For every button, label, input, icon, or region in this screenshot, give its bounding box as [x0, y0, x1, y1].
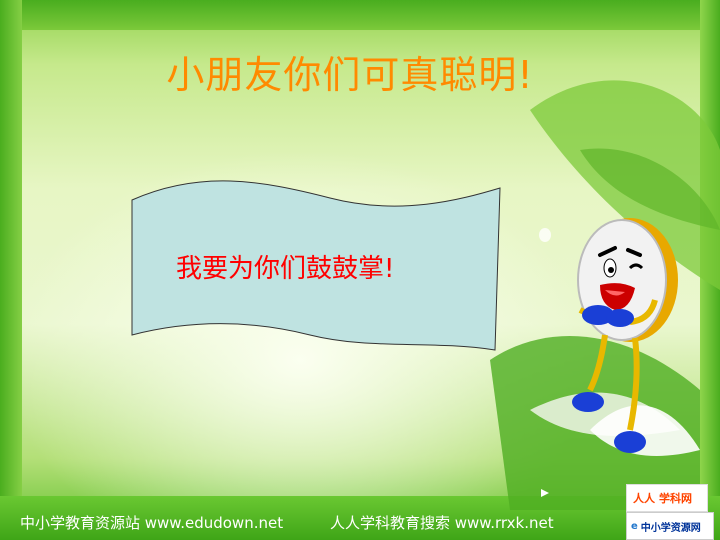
footer-left-text: 中小学教育资源站 www.edudown.net — [20, 514, 284, 532]
play-arrow-icon[interactable] — [541, 489, 549, 497]
globe-icon: e — [631, 520, 638, 532]
footer-right-text: 人人学科教育搜索 www.rrxk.net — [330, 514, 554, 532]
logo2-label: 中小学资源网 — [640, 522, 701, 534]
page-title: 小朋友你们可真聪明! — [166, 53, 534, 97]
people-icon: 人人 — [633, 492, 655, 505]
frame-left — [0, 0, 22, 540]
logo-xuekewang[interactable]: 人人 学科网 — [626, 484, 708, 512]
leaves-decoration — [490, 80, 720, 510]
wavy-banner — [131, 180, 501, 351]
cartoon-character-icon — [572, 218, 678, 453]
logo1-label: 学科网 — [659, 492, 692, 505]
banner-text: 我要为你们鼓鼓掌! — [176, 254, 395, 284]
logo-edudown[interactable]: e 中小学资源网 — [626, 512, 714, 540]
frame-top — [0, 0, 720, 30]
